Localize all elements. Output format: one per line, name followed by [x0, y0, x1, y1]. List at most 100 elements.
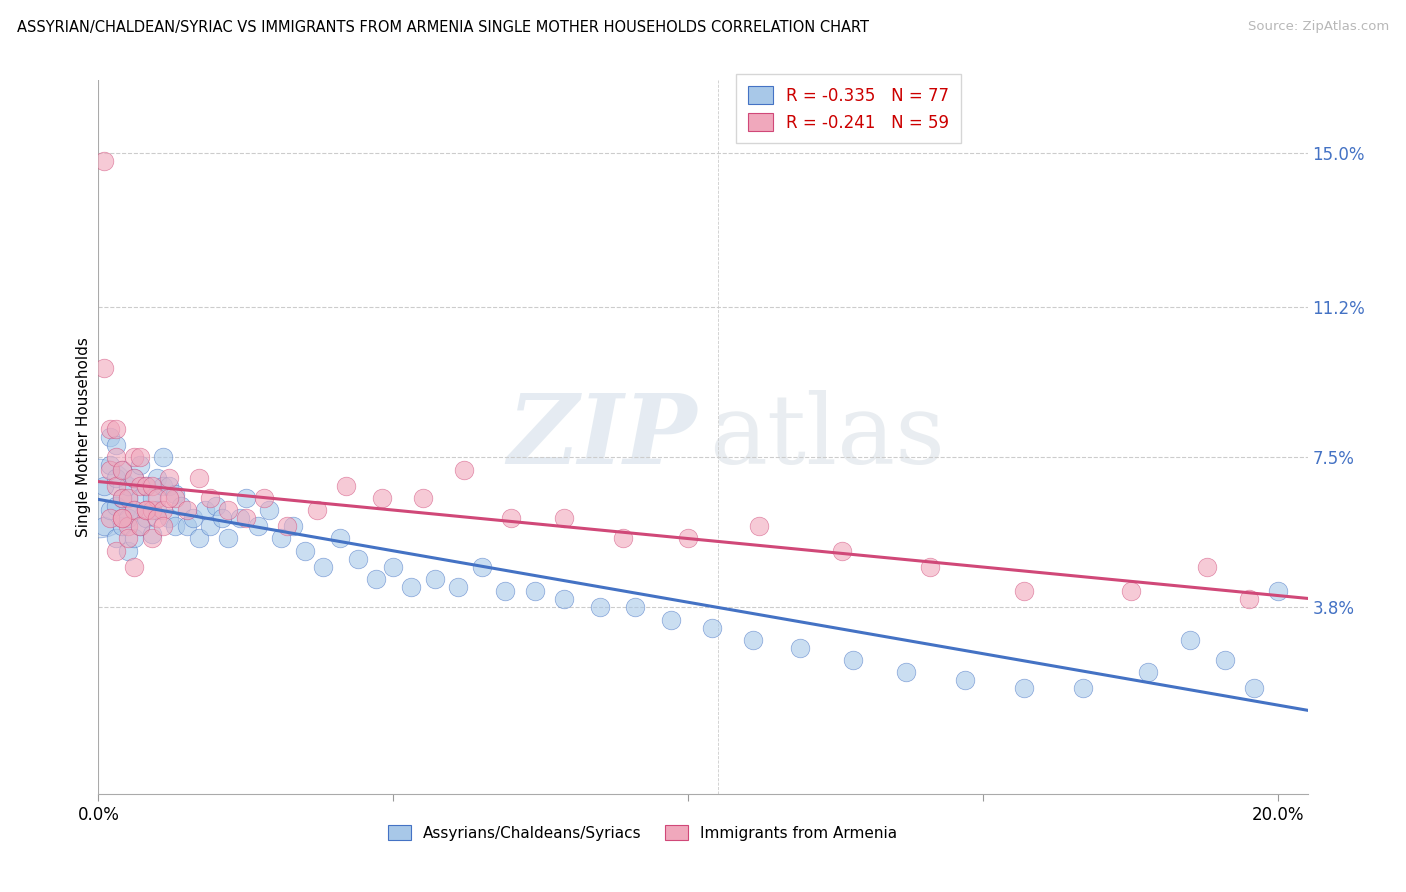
Point — [842, 653, 865, 667]
Point — [87, 491, 110, 505]
Point — [122, 559, 145, 574]
Point — [347, 551, 370, 566]
Y-axis label: Single Mother Households: Single Mother Households — [76, 337, 91, 537]
Point — [200, 519, 222, 533]
Point — [135, 503, 157, 517]
Point — [105, 499, 128, 513]
Point — [896, 665, 918, 680]
Point — [217, 532, 239, 546]
Point — [141, 479, 163, 493]
Point — [157, 491, 180, 505]
Point — [111, 511, 134, 525]
Point — [165, 491, 187, 505]
Point — [165, 519, 187, 533]
Point — [678, 532, 700, 546]
Point — [111, 462, 134, 476]
Point — [146, 491, 169, 505]
Point — [1178, 632, 1201, 647]
Point — [276, 519, 298, 533]
Point — [329, 532, 352, 546]
Point — [205, 499, 228, 513]
Point — [589, 600, 612, 615]
Point — [152, 479, 174, 493]
Point — [122, 470, 145, 484]
Point — [93, 479, 115, 493]
Point — [1267, 584, 1289, 599]
Point — [152, 503, 174, 517]
Point — [1237, 592, 1260, 607]
Point — [187, 470, 209, 484]
Point — [211, 511, 233, 525]
Point — [170, 499, 193, 513]
Point — [146, 511, 169, 525]
Point — [128, 519, 150, 533]
Point — [98, 503, 121, 517]
Point — [1197, 559, 1219, 574]
Point — [1119, 584, 1142, 599]
Point — [305, 503, 328, 517]
Point — [128, 519, 150, 533]
Point — [399, 580, 422, 594]
Point — [93, 154, 115, 169]
Point — [135, 479, 157, 493]
Point — [748, 519, 770, 533]
Point — [135, 503, 157, 517]
Point — [281, 519, 304, 533]
Point — [789, 640, 811, 655]
Point — [146, 503, 169, 517]
Point — [501, 511, 523, 525]
Point — [412, 491, 434, 505]
Point — [553, 511, 575, 525]
Point — [157, 470, 180, 484]
Point — [920, 559, 942, 574]
Point — [128, 479, 150, 493]
Point — [259, 503, 281, 517]
Point — [98, 511, 121, 525]
Point — [217, 503, 239, 517]
Point — [111, 491, 134, 505]
Point — [252, 491, 274, 505]
Point — [370, 491, 392, 505]
Point — [187, 532, 209, 546]
Point — [181, 511, 204, 525]
Point — [157, 479, 180, 493]
Point — [659, 613, 682, 627]
Point — [122, 532, 145, 546]
Point — [122, 503, 145, 517]
Point — [146, 470, 169, 484]
Point — [105, 479, 128, 493]
Point — [105, 438, 128, 452]
Point — [194, 503, 217, 517]
Text: ZIP: ZIP — [508, 390, 697, 484]
Point — [128, 491, 150, 505]
Point — [742, 632, 765, 647]
Point — [270, 532, 292, 546]
Point — [235, 491, 257, 505]
Point — [700, 621, 723, 635]
Point — [128, 458, 150, 473]
Point — [111, 491, 134, 505]
Point — [624, 600, 647, 615]
Point — [128, 450, 150, 465]
Point — [111, 462, 134, 476]
Point — [117, 479, 139, 493]
Point — [494, 584, 516, 599]
Point — [176, 519, 198, 533]
Point — [135, 511, 157, 525]
Text: atlas: atlas — [709, 390, 945, 484]
Point — [246, 519, 269, 533]
Point — [176, 503, 198, 517]
Point — [98, 462, 121, 476]
Point — [105, 422, 128, 436]
Point — [117, 519, 139, 533]
Point — [141, 527, 163, 541]
Point — [335, 479, 357, 493]
Point — [122, 470, 145, 484]
Point — [229, 511, 252, 525]
Point — [117, 543, 139, 558]
Point — [1213, 653, 1236, 667]
Point — [553, 592, 575, 607]
Point — [382, 559, 405, 574]
Point — [93, 519, 115, 533]
Point — [105, 543, 128, 558]
